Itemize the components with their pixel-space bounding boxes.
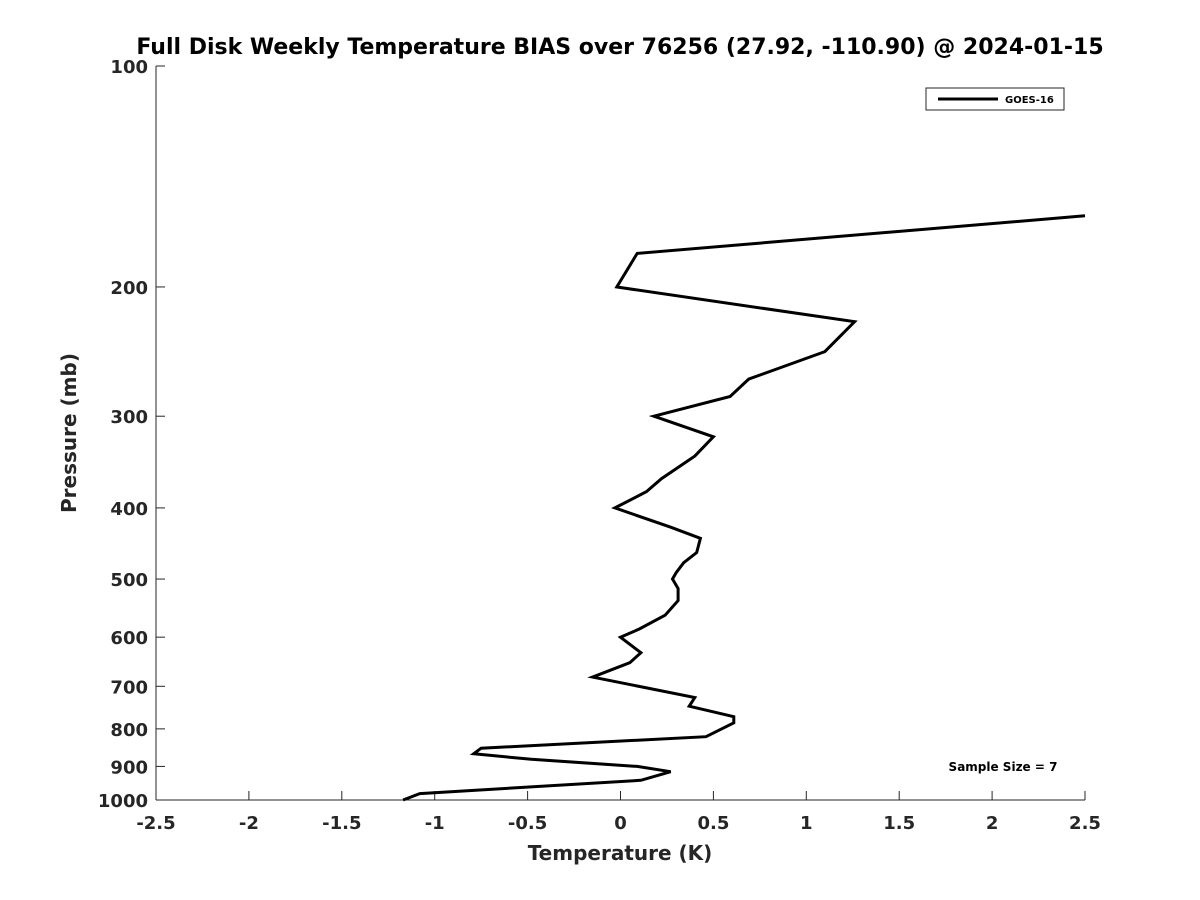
y-tick-label: 600 [110,628,148,649]
y-tick-label: 200 [110,278,148,299]
x-tick-label: 1 [800,813,813,834]
x-tick-label: 2 [986,813,999,834]
x-tick-label: 0.5 [697,813,729,834]
y-tick-label: 400 [110,499,148,520]
x-tick-label: 0 [614,813,627,834]
x-ticks: -2.5 -2 -1.5 -1 -0.5 0 0.5 1 1.5 2 2.5 [136,791,1101,834]
y-tick-label: 700 [110,677,148,698]
y-tick-label: 300 [110,407,148,428]
legend: GOES-16 [925,87,1065,111]
y-tick-label: 800 [110,720,148,741]
chart-title: Full Disk Weekly Temperature BIAS over 7… [136,35,1103,60]
x-tick-label: 2.5 [1069,813,1101,834]
x-tick-label: -0.5 [508,813,547,834]
y-ticks: 100 200 300 400 500 600 700 800 900 1000 [98,57,165,812]
legend-entry-label: GOES-16 [1005,95,1054,106]
y-axis-label: Pressure (mb) [57,353,81,513]
series-layer [402,214,1086,802]
sample-size-annotation: Sample Size = 7 [949,760,1058,774]
x-axis-label: Temperature (K) [528,841,713,865]
x-tick-label: -1 [425,813,445,834]
x-tick-label: 1.5 [883,813,915,834]
y-tick-label: 500 [110,570,148,591]
series-line-goes-16 [402,214,1086,802]
x-tick-label: -1.5 [322,813,361,834]
y-tick-label: 1000 [98,791,148,812]
axes [155,66,1085,801]
x-tick-label: -2.5 [136,813,175,834]
x-tick-label: -2 [239,813,259,834]
y-tick-label: 100 [110,57,148,78]
y-tick-label: 900 [110,757,148,778]
